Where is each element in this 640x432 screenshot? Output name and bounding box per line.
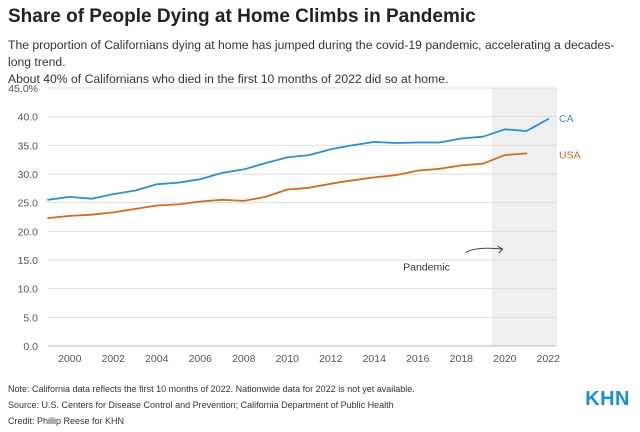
x-tick-label: 2010 xyxy=(276,353,300,365)
y-tick-label: 5.0 xyxy=(23,312,38,324)
y-tick-label: 15.0 xyxy=(18,255,39,267)
series-label-ca: CA xyxy=(559,113,574,125)
chart-title: Share of People Dying at Home Climbs in … xyxy=(8,6,476,27)
khn-logo: KHN xyxy=(585,388,630,410)
x-tick-label: 2016 xyxy=(406,353,430,365)
x-tick-label: 2004 xyxy=(145,353,169,365)
y-tick-label: 35.0 xyxy=(18,140,39,152)
source-text: Source: U.S. Centers for Disease Control… xyxy=(8,400,394,410)
x-tick-label: 2012 xyxy=(319,353,343,365)
y-tick-label: 30.0 xyxy=(18,169,39,181)
x-tick-label: 2018 xyxy=(450,353,474,365)
line-chart: 0.0 5.0 10.0 15.0 20.0 25.0 30.0 35.0 40.0 45.0% 2… xyxy=(8,83,581,365)
chart-subtitle: The proportion of Californians dying at … xyxy=(8,37,636,88)
subtitle-line-2: About 40% of Californians who died in th… xyxy=(8,72,449,86)
y-tick-label: 25.0 xyxy=(18,198,39,210)
y-tick-label: 40.0 xyxy=(18,112,39,124)
series-label-usa: USA xyxy=(559,149,581,161)
x-tick-label: 2000 xyxy=(58,353,82,365)
credit-text: Credit: Phillip Reese for KHN xyxy=(8,416,125,426)
note-text: Note: California data reflects the first… xyxy=(8,384,415,394)
series-line-usa xyxy=(47,152,528,220)
pandemic-arrow xyxy=(465,247,503,253)
x-tick-label: 2022 xyxy=(537,353,561,365)
series-line-ca xyxy=(47,118,550,201)
pandemic-shaded-region xyxy=(491,88,557,346)
x-tick-label: 2020 xyxy=(493,353,517,365)
x-tick-label: 2002 xyxy=(102,353,126,365)
pandemic-annotation: Pandemic xyxy=(403,261,450,273)
chart-footnotes: Note: California data reflects the first… xyxy=(8,381,568,429)
y-tick-label: 10.0 xyxy=(18,284,39,296)
pandemic-arrowhead xyxy=(497,245,504,254)
x-tick-label: 2008 xyxy=(232,353,256,365)
y-tick-label: 20.0 xyxy=(18,226,39,238)
subtitle-line-1: The proportion of Californians dying at … xyxy=(8,38,615,69)
x-tick-label: 2006 xyxy=(189,353,213,365)
y-tick-label: 45.0% xyxy=(8,83,38,95)
x-tick-label: 2014 xyxy=(363,353,387,365)
y-tick-label: 0.0 xyxy=(23,341,38,353)
